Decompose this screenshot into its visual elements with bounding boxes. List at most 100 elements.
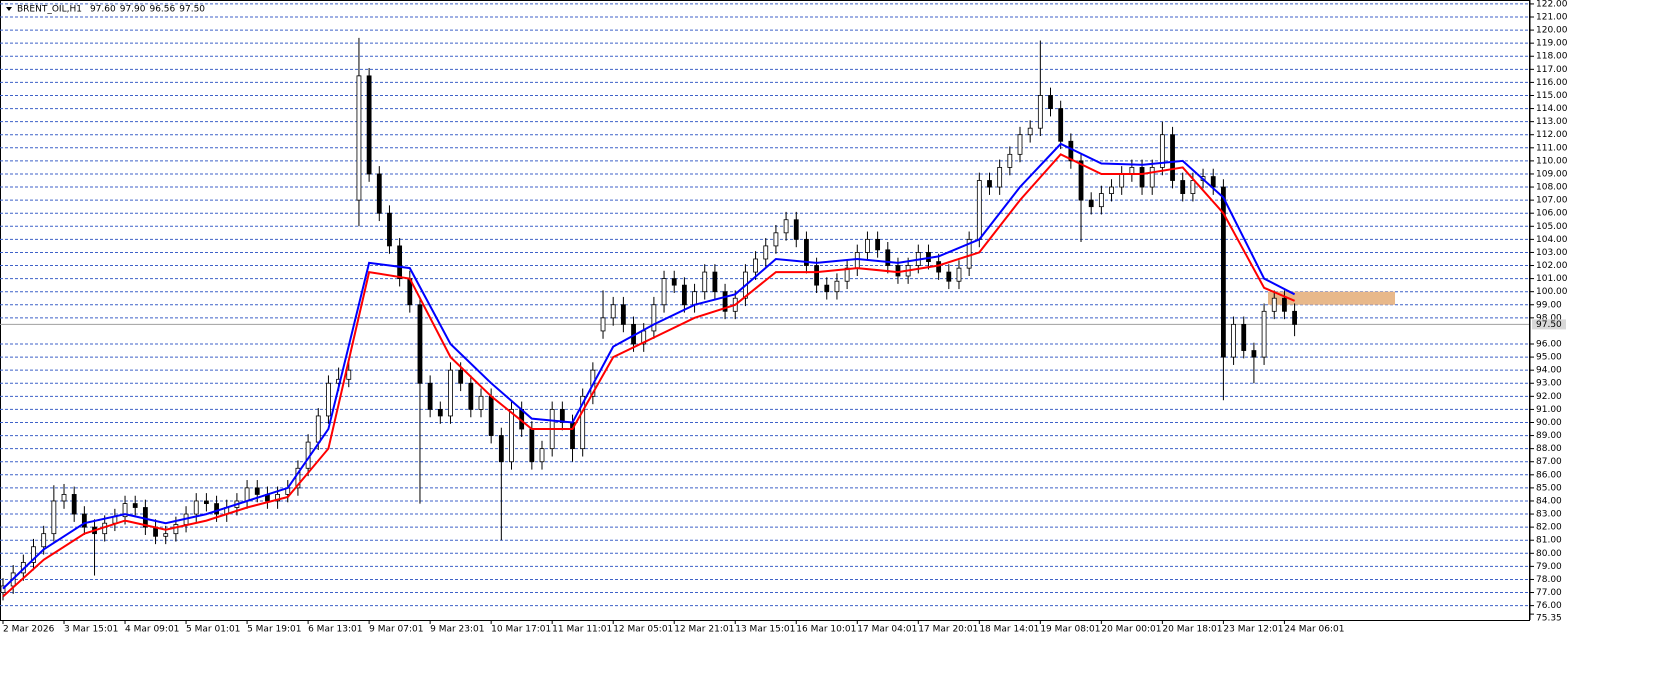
candle-body: [1119, 173, 1125, 188]
x-tick-label: 2 Mar 2026: [3, 625, 55, 635]
candle-body: [702, 271, 708, 293]
candle-body: [1241, 323, 1247, 351]
candle-body: [793, 219, 799, 240]
candle-body: [1098, 193, 1104, 208]
candle-body: [448, 369, 453, 417]
candle-body: [346, 369, 352, 380]
y-tick-label: 112.00: [1536, 130, 1568, 140]
y-tick-label: 119.00: [1536, 39, 1568, 49]
y-tick-label: 111.00: [1536, 143, 1568, 153]
candle-body: [173, 524, 179, 535]
candle-body: [1068, 140, 1074, 162]
candle-body: [1037, 95, 1043, 129]
y-tick-label: 79.00: [1536, 562, 1562, 572]
x-tick-label: 12 Mar 05:01: [613, 625, 673, 635]
candle-body: [865, 238, 870, 253]
candle-body: [468, 382, 474, 410]
candle-body: [600, 317, 606, 332]
menu-arrow[interactable]: [6, 7, 12, 11]
candle-body: [61, 494, 67, 502]
y-tick-label: 114.00: [1536, 104, 1568, 114]
y-tick-label: 121.00: [1536, 13, 1568, 23]
candle-body: [163, 533, 169, 537]
x-tick-label: 20 Mar 18:01: [1162, 625, 1222, 635]
header-value: 97.90: [120, 5, 146, 15]
x-tick-label: 9 Mar 07:01: [369, 625, 423, 635]
y-tick-label: 109.00: [1536, 169, 1568, 179]
candle-body: [671, 278, 677, 286]
x-tick-label: 4 Mar 09:01: [125, 625, 179, 635]
y-tick-label: 78.00: [1536, 575, 1562, 585]
candle-body: [1139, 167, 1145, 188]
candle-body: [498, 435, 504, 463]
moving-average-line: [2, 153, 1295, 598]
candle-body: [580, 395, 586, 450]
candle-body: [71, 494, 77, 515]
x-tick-label: 24 Mar 06:01: [1284, 625, 1344, 635]
candle-body: [1261, 310, 1267, 358]
y-tick-label: 87.00: [1536, 457, 1562, 467]
y-tick-label: 110.00: [1536, 156, 1568, 166]
candle-body: [193, 500, 199, 515]
y-tick-label: 105.00: [1536, 222, 1568, 232]
x-tick-label: 13 Mar 15:01: [735, 625, 795, 635]
candle-body: [1190, 180, 1196, 194]
price-zone: [1268, 291, 1395, 305]
x-tick-label: 11 Mar 11:01: [552, 625, 612, 635]
candle-body: [437, 409, 443, 417]
y-tick-label: 102.00: [1536, 261, 1568, 271]
x-tick-label: 18 Mar 14:01: [979, 625, 1039, 635]
candle-body: [620, 304, 626, 325]
candle-body: [458, 369, 464, 384]
candle-body: [1180, 180, 1186, 194]
y-tick-label: 99.00: [1536, 300, 1562, 310]
last-price-box: [1532, 319, 1566, 330]
x-tick-label: 19 Mar 08:01: [1040, 625, 1100, 635]
y-tick-label: 107.00: [1536, 196, 1568, 206]
candle-body: [804, 238, 809, 266]
y-tick-label: 85.00: [1536, 483, 1562, 493]
x-tick-label: 6 Mar 13:01: [308, 625, 362, 635]
candle-body: [987, 180, 992, 188]
candle-body: [834, 280, 840, 293]
candle-body: [376, 173, 382, 214]
candle-body: [1048, 95, 1053, 109]
y-tick-label: 93.00: [1536, 379, 1562, 389]
candle-body: [976, 180, 982, 240]
y-tick-label: 98.00: [1536, 313, 1562, 323]
candle-body: [295, 467, 301, 489]
candle-body: [610, 304, 616, 319]
y-tick-label: 84.00: [1536, 496, 1562, 506]
candle-body: [1282, 297, 1287, 312]
candle-body: [275, 494, 280, 502]
y-tick-label: 82.00: [1536, 523, 1562, 533]
y-tick-label: 108.00: [1536, 183, 1568, 193]
y-tick-label: 113.00: [1536, 117, 1568, 127]
y-tick-label: 120.00: [1536, 26, 1568, 36]
candle-body: [936, 261, 942, 273]
candle-body: [81, 513, 87, 528]
candle-body: [956, 267, 962, 282]
x-tick-label: 5 Mar 01:01: [186, 625, 240, 635]
y-tick-label: 116.00: [1536, 78, 1568, 88]
candle-body: [1058, 108, 1064, 142]
y-tick-label: 77.00: [1536, 588, 1562, 598]
candle-body: [0, 585, 6, 593]
candle-body: [814, 265, 819, 286]
candle-body: [51, 500, 57, 535]
x-tick-label: 16 Mar 10:01: [796, 625, 856, 635]
candle-body: [1210, 176, 1216, 188]
candle-body: [722, 291, 728, 312]
candle-body: [1159, 134, 1165, 168]
candle-body: [661, 278, 667, 306]
candle-body: [1078, 160, 1084, 201]
candle-body: [1027, 127, 1033, 136]
candle-body: [885, 249, 891, 266]
candle-body: [763, 245, 769, 260]
candle-body: [326, 382, 331, 417]
candle-body: [254, 487, 260, 495]
candle-body: [315, 415, 321, 443]
candle-body: [427, 382, 433, 410]
candle-body: [214, 503, 219, 515]
